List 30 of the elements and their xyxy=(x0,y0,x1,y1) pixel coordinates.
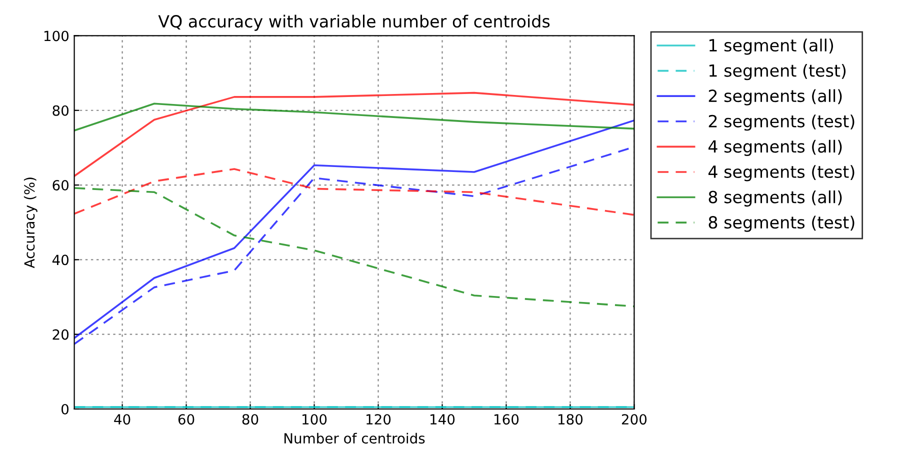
legend-label: 8 segments (all) xyxy=(708,190,842,207)
legend-label: 2 segments (all) xyxy=(708,89,842,106)
x-tick-label: 100 xyxy=(302,414,327,425)
y-tick-label: 20 xyxy=(52,329,69,340)
y-tick-label: 80 xyxy=(52,105,69,116)
line-series xyxy=(74,187,634,308)
legend-label: 4 segments (all) xyxy=(708,140,842,156)
x-tick-label: 80 xyxy=(242,414,258,425)
legend-label: 2 segments (test) xyxy=(708,114,854,131)
line-series xyxy=(74,168,634,216)
y-tick-label: 40 xyxy=(52,254,69,266)
x-axis-title: Number of centroids xyxy=(284,432,425,444)
y-tick-label: 0 xyxy=(62,404,69,414)
y-tick-label: 60 xyxy=(52,180,69,191)
y-tick-label: 100 xyxy=(44,30,69,42)
legend-label: 4 segments (test) xyxy=(708,165,854,182)
x-tick-label: 180 xyxy=(558,414,583,425)
x-tick-label: 140 xyxy=(430,414,455,425)
x-tick-label: 120 xyxy=(366,414,391,425)
legend-label: 1 segment (all) xyxy=(709,38,834,55)
legend-label: 1 segment (test) xyxy=(709,64,846,80)
x-tick-label: 200 xyxy=(622,414,647,425)
x-tick-label: 60 xyxy=(178,414,194,425)
line-series xyxy=(74,92,634,177)
legend-label: 8 segments (test) xyxy=(708,216,854,232)
x-tick-label: 40 xyxy=(114,414,130,425)
y-axis-title: Accuracy (%) xyxy=(24,178,38,268)
chart-title: VQ accuracy with variable number of centroids xyxy=(158,14,550,31)
x-tick-label: 160 xyxy=(494,414,519,425)
line-series xyxy=(74,102,634,132)
